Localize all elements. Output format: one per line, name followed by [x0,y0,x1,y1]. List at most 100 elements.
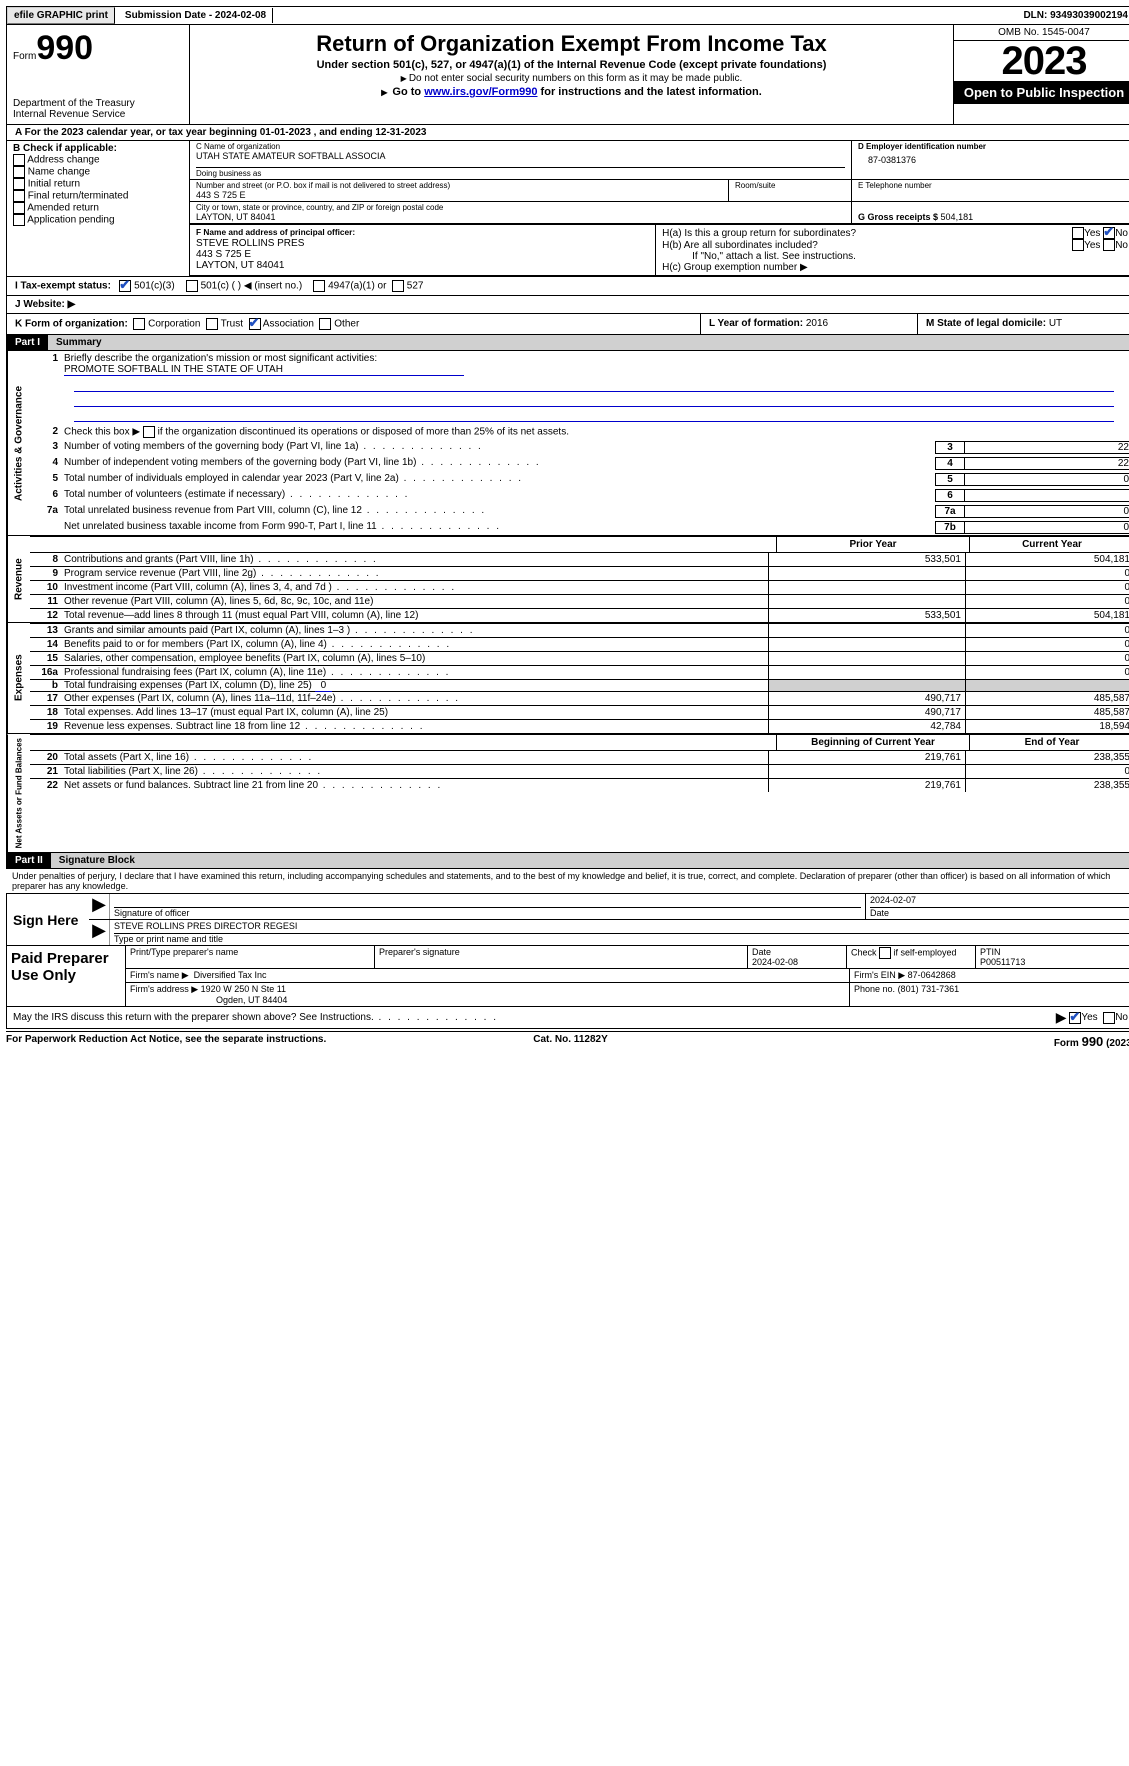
b-opt-5: Application pending [27,215,114,226]
m-cell: M State of legal domicile: UT [918,314,1129,334]
col-b: B Check if applicable: Address change Na… [7,141,190,276]
chk-501c[interactable] [186,280,198,292]
discuss-yes: Yes [1081,1012,1097,1023]
l3-box: 3 [935,441,965,454]
chk-discontinued[interactable] [143,426,155,438]
prior-year-hdr: Prior Year [777,537,970,552]
l13-text: Grants and similar amounts paid (Part IX… [64,625,768,636]
l19-prior: 42,784 [768,720,965,733]
l16a-prior [768,666,965,679]
officer-street: 443 S 725 E [196,249,649,260]
header-mid: Return of Organization Exempt From Incom… [190,25,954,124]
dln-label: DLN: [1023,10,1050,21]
l7a-box: 7a [935,505,965,518]
sig-name-label: Type or print name and title [114,934,223,944]
chk-name-change[interactable] [13,166,25,178]
l3-val: 22 [965,441,1129,454]
l17-text: Other expenses (Part IX, column (A), lin… [64,693,768,704]
firm-ein: 87-0642868 [908,970,956,980]
l18-curr: 485,587 [965,706,1129,719]
chk-trust[interactable] [206,318,218,330]
submission-date-cell: Submission Date - 2024-02-08 [119,8,273,23]
entity-block: A For the 2023 calendar year, or tax yea… [6,125,1129,335]
l-cell: L Year of formation: 2016 [701,314,918,334]
chk-hb-no[interactable] [1103,239,1115,251]
sig-name: STEVE ROLLINS PRES DIRECTOR REGESI [114,921,1129,934]
chk-ha-no[interactable] [1103,227,1115,239]
prep-sig-hdr: Preparer's signature [375,946,748,968]
sig-officer-label: Signature of officer [114,908,189,918]
l12-curr: 504,181 [965,609,1129,622]
hc-label: H(c) Group exemption number ▶ [662,262,1128,273]
e-cell: E Telephone number [852,180,1129,201]
row-j: J Website: ▶ [7,296,1129,314]
room-label: Room/suite [735,181,845,190]
prep-date: 2024-02-08 [752,957,798,967]
chk-assoc[interactable] [249,318,261,330]
mission-text: PROMOTE SOFTBALL IN THE STATE OF UTAH [64,364,464,376]
b-opt-4: Amended return [27,203,99,214]
row-a-label: A For the 2023 calendar year, or tax yea… [15,127,260,138]
k-opt-1: Trust [221,319,243,330]
l4-val: 22 [965,457,1129,470]
l17-curr: 485,587 [965,692,1129,705]
chk-corp[interactable] [133,318,145,330]
chk-ha-yes[interactable] [1072,227,1084,239]
l16a-text: Professional fundraising fees (Part IX, … [64,667,768,678]
j-label: J Website: ▶ [15,299,75,310]
ha-yes: Yes [1084,228,1100,239]
l7a-text: Total unrelated business revenue from Pa… [64,505,935,516]
l3-text: Number of voting members of the governin… [64,441,935,452]
chk-4947[interactable] [313,280,325,292]
irs-link[interactable]: www.irs.gov/Form990 [424,86,537,98]
chk-amended[interactable] [13,202,25,214]
chk-527[interactable] [392,280,404,292]
chk-final-return[interactable] [13,190,25,202]
l10-curr: 0 [965,581,1129,594]
l2-text: Check this box ▶ if the organization dis… [64,426,1129,438]
submission-date: 2024-02-08 [215,10,266,21]
l20-text: Total assets (Part X, line 16) [64,752,768,763]
l16b-prior-shade [768,680,965,691]
l-value: 2016 [806,318,828,329]
b-label: B Check if applicable: [13,143,117,154]
k-cell: K Form of organization: Corporation Trus… [7,314,701,334]
part1-title: Summary [48,335,1129,350]
prep-name-hdr: Print/Type preparer's name [126,946,375,968]
i-label: I Tax-exempt status: [15,281,111,292]
chk-hb-yes[interactable] [1072,239,1084,251]
l1-label: Briefly describe the organization's miss… [64,353,377,364]
part1-bar: Part I Summary [6,335,1129,351]
l-label: L Year of formation: [709,318,806,329]
chk-discuss-yes[interactable] [1069,1012,1081,1024]
l7b-val: 0 [965,521,1129,534]
noss-notice: Do not enter social security numbers on … [200,73,943,84]
firm-addr-2: Ogden, UT 84404 [130,995,287,1005]
chk-501c3[interactable] [119,280,131,292]
chk-app-pending[interactable] [13,214,25,226]
m-value: UT [1049,318,1062,329]
g-label: G Gross receipts $ [858,212,941,222]
l8-curr: 504,181 [965,553,1129,566]
firm-ein-cell: Firm's EIN ▶ 87-0642868 [850,969,1129,982]
e-label: E Telephone number [858,181,1128,190]
l4-text: Number of independent voting members of … [64,457,935,468]
l11-text: Other revenue (Part VIII, column (A), li… [64,596,768,607]
chk-address-change[interactable] [13,154,25,166]
k-opt-3: Other [334,319,359,330]
k-opt-2: Association [263,319,314,330]
part2-hdr: Part II [7,853,51,868]
chk-other[interactable] [319,318,331,330]
l5-text: Total number of individuals employed in … [64,473,935,484]
chk-initial-return[interactable] [13,178,25,190]
part2-bar: Part II Signature Block [6,853,1129,869]
l11-curr: 0 [965,595,1129,608]
l16a-curr: 0 [965,666,1129,679]
chk-discuss-no[interactable] [1103,1012,1115,1024]
c-dba-label: Doing business as [196,169,845,178]
chk-selfemployed[interactable] [879,947,891,959]
efile-graphic-print[interactable]: efile GRAPHIC print [7,7,115,24]
ptin-label: PTIN [980,947,1001,957]
form-number: 990 [36,29,93,67]
firm-addr-cell: Firm's address ▶ 1920 W 250 N Ste 11Ogde… [126,983,850,1006]
